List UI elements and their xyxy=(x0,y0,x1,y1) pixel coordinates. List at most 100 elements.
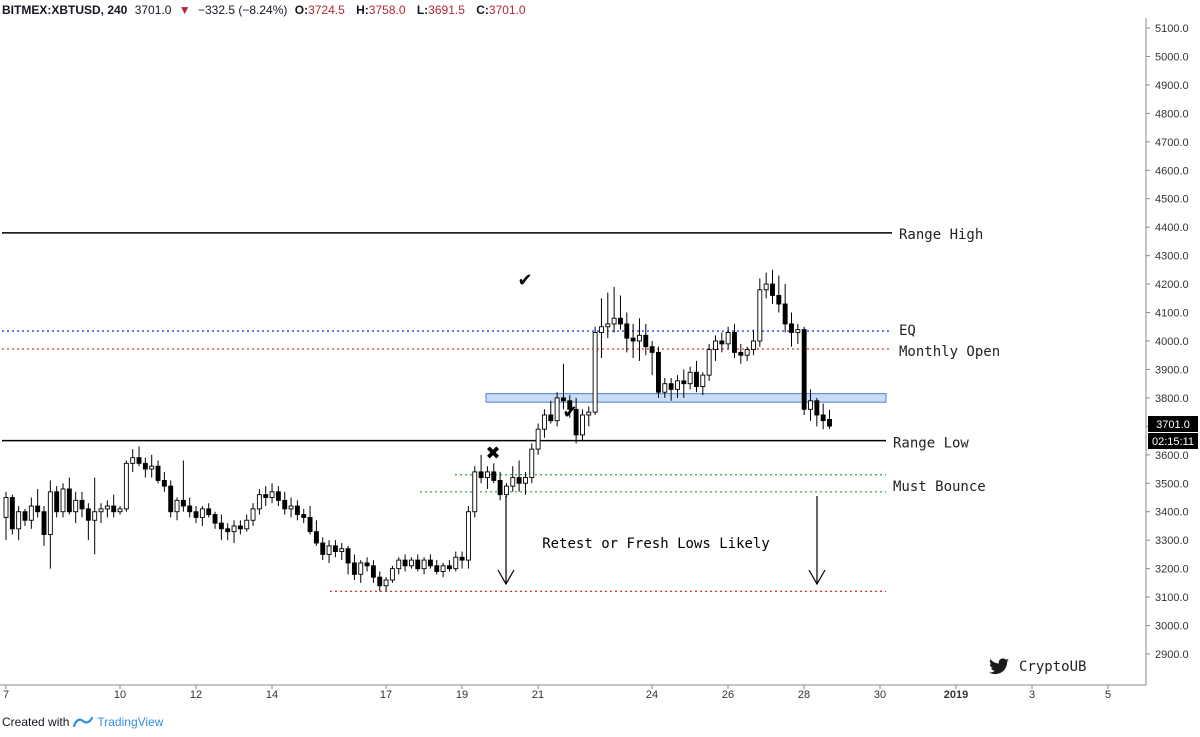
footer: Created with TradingView xyxy=(2,712,163,732)
candle-up xyxy=(174,499,180,513)
candle-down xyxy=(301,514,307,518)
candle-down xyxy=(801,329,807,410)
candle-down xyxy=(681,380,687,385)
symbol-label[interactable]: BITMEX:XBTUSD, 240 xyxy=(2,3,128,17)
time-tick-label: 24 xyxy=(646,689,658,701)
candle-up xyxy=(244,519,250,530)
down-arrow-icon xyxy=(497,496,515,586)
candle-up xyxy=(440,565,446,572)
candle-up xyxy=(713,340,718,350)
price-axis[interactable]: 5100.0 5000.0 4900.0 4800.0 4700.0 4600.0 4500… xyxy=(1146,23,1189,661)
low-value: 3691.5 xyxy=(428,3,465,17)
candle-up xyxy=(117,508,123,513)
check-mark-icon: ✔ xyxy=(517,270,532,291)
candle-up xyxy=(408,559,414,567)
candle-up xyxy=(358,562,364,575)
candle-up xyxy=(763,283,769,291)
candle-up xyxy=(231,525,237,533)
price-tick-label: 4100.0 xyxy=(1155,308,1189,320)
candle-down xyxy=(415,559,421,570)
candle-down xyxy=(656,351,661,393)
candle-up xyxy=(60,488,66,513)
candle-up xyxy=(98,508,104,513)
time-axis[interactable]: 7 10 12 14 17 19 21 24 26 28 30 2019 3 5 xyxy=(3,685,1111,701)
candle-up xyxy=(535,428,541,450)
candle-down xyxy=(180,499,186,507)
candle-down xyxy=(573,408,579,436)
candle-down xyxy=(814,400,820,416)
plot-frame xyxy=(0,18,1147,686)
candle-down xyxy=(491,471,497,481)
candle-down xyxy=(459,556,465,561)
candle-up xyxy=(751,340,756,350)
candle-up xyxy=(510,477,516,487)
candle-down xyxy=(402,559,408,567)
price-tick-label: 4600.0 xyxy=(1155,165,1189,177)
candle-up xyxy=(73,499,79,513)
price-tick-label: 4800.0 xyxy=(1155,108,1189,120)
candle-down xyxy=(377,576,383,587)
countdown-tag xyxy=(1148,433,1198,449)
candle-down xyxy=(364,562,370,567)
tradingview-link[interactable]: TradingView xyxy=(97,715,164,729)
last-price-tag xyxy=(1148,416,1198,432)
candle-up xyxy=(288,505,294,510)
candle-down xyxy=(624,323,630,339)
candle-down xyxy=(307,516,313,533)
candle-down xyxy=(142,462,148,470)
candle-up xyxy=(453,556,459,570)
check-mark-icon: ✔ xyxy=(562,402,577,423)
candle-up xyxy=(28,505,34,521)
time-tick-label: 14 xyxy=(266,689,278,701)
candle-down xyxy=(776,295,782,305)
candle-down xyxy=(694,371,699,387)
candle-down xyxy=(9,497,15,530)
candle-down xyxy=(618,317,623,325)
candle-down xyxy=(313,531,319,544)
candle-up xyxy=(554,397,560,422)
range-low-label: Range Low xyxy=(893,436,969,452)
candle-down xyxy=(218,522,224,530)
center-annotation-text: Retest or Fresh Lows Likely xyxy=(542,536,770,552)
candle-up xyxy=(465,511,471,561)
time-tick-label: 3 xyxy=(1029,689,1035,701)
candle-up xyxy=(484,471,490,479)
price-tick-label: 2900.0 xyxy=(1155,649,1189,661)
candle-up xyxy=(795,329,801,333)
candle-up xyxy=(599,326,604,333)
candle-up xyxy=(47,491,53,535)
candle-down xyxy=(22,511,28,521)
candle-down xyxy=(427,559,433,567)
candle-down xyxy=(738,351,744,356)
watermark-text: CryptoUB xyxy=(1019,659,1086,675)
time-tick-label: 5 xyxy=(1105,689,1111,701)
monthly-open-label: Monthly Open xyxy=(899,344,1000,360)
candle-up xyxy=(250,508,256,521)
candle-up xyxy=(472,471,478,513)
candle-down xyxy=(332,545,338,553)
close-value: 3701.0 xyxy=(488,3,526,17)
candles xyxy=(3,269,832,592)
candle-up xyxy=(326,545,332,555)
candle-down xyxy=(351,562,357,575)
candle-down xyxy=(320,542,326,555)
candle-down xyxy=(719,340,725,345)
candle-up xyxy=(199,508,205,518)
candle-up xyxy=(605,323,611,328)
candle-down xyxy=(111,505,117,513)
tradingview-logo-icon xyxy=(73,716,94,728)
time-tick-label: 19 xyxy=(456,689,468,701)
must-bounce-label: Must Bounce xyxy=(893,479,986,495)
price-tags: 3701.0 02:15:11 xyxy=(1148,416,1198,449)
price-chart[interactable]: 5100.0 5000.0 4900.0 4800.0 4700.0 4600.0 4500… xyxy=(0,0,1200,710)
open-label: O: xyxy=(294,3,309,17)
candle-down xyxy=(478,471,484,479)
time-tick-label: 12 xyxy=(190,689,202,701)
price-tick-label: 4200.0 xyxy=(1155,279,1189,291)
candle-down xyxy=(187,505,193,513)
time-tick-label: 17 xyxy=(380,689,392,701)
eq-label: EQ xyxy=(899,323,916,339)
open-value: 3724.5 xyxy=(308,3,345,17)
candle-up xyxy=(637,334,642,342)
candle-down xyxy=(446,565,452,570)
